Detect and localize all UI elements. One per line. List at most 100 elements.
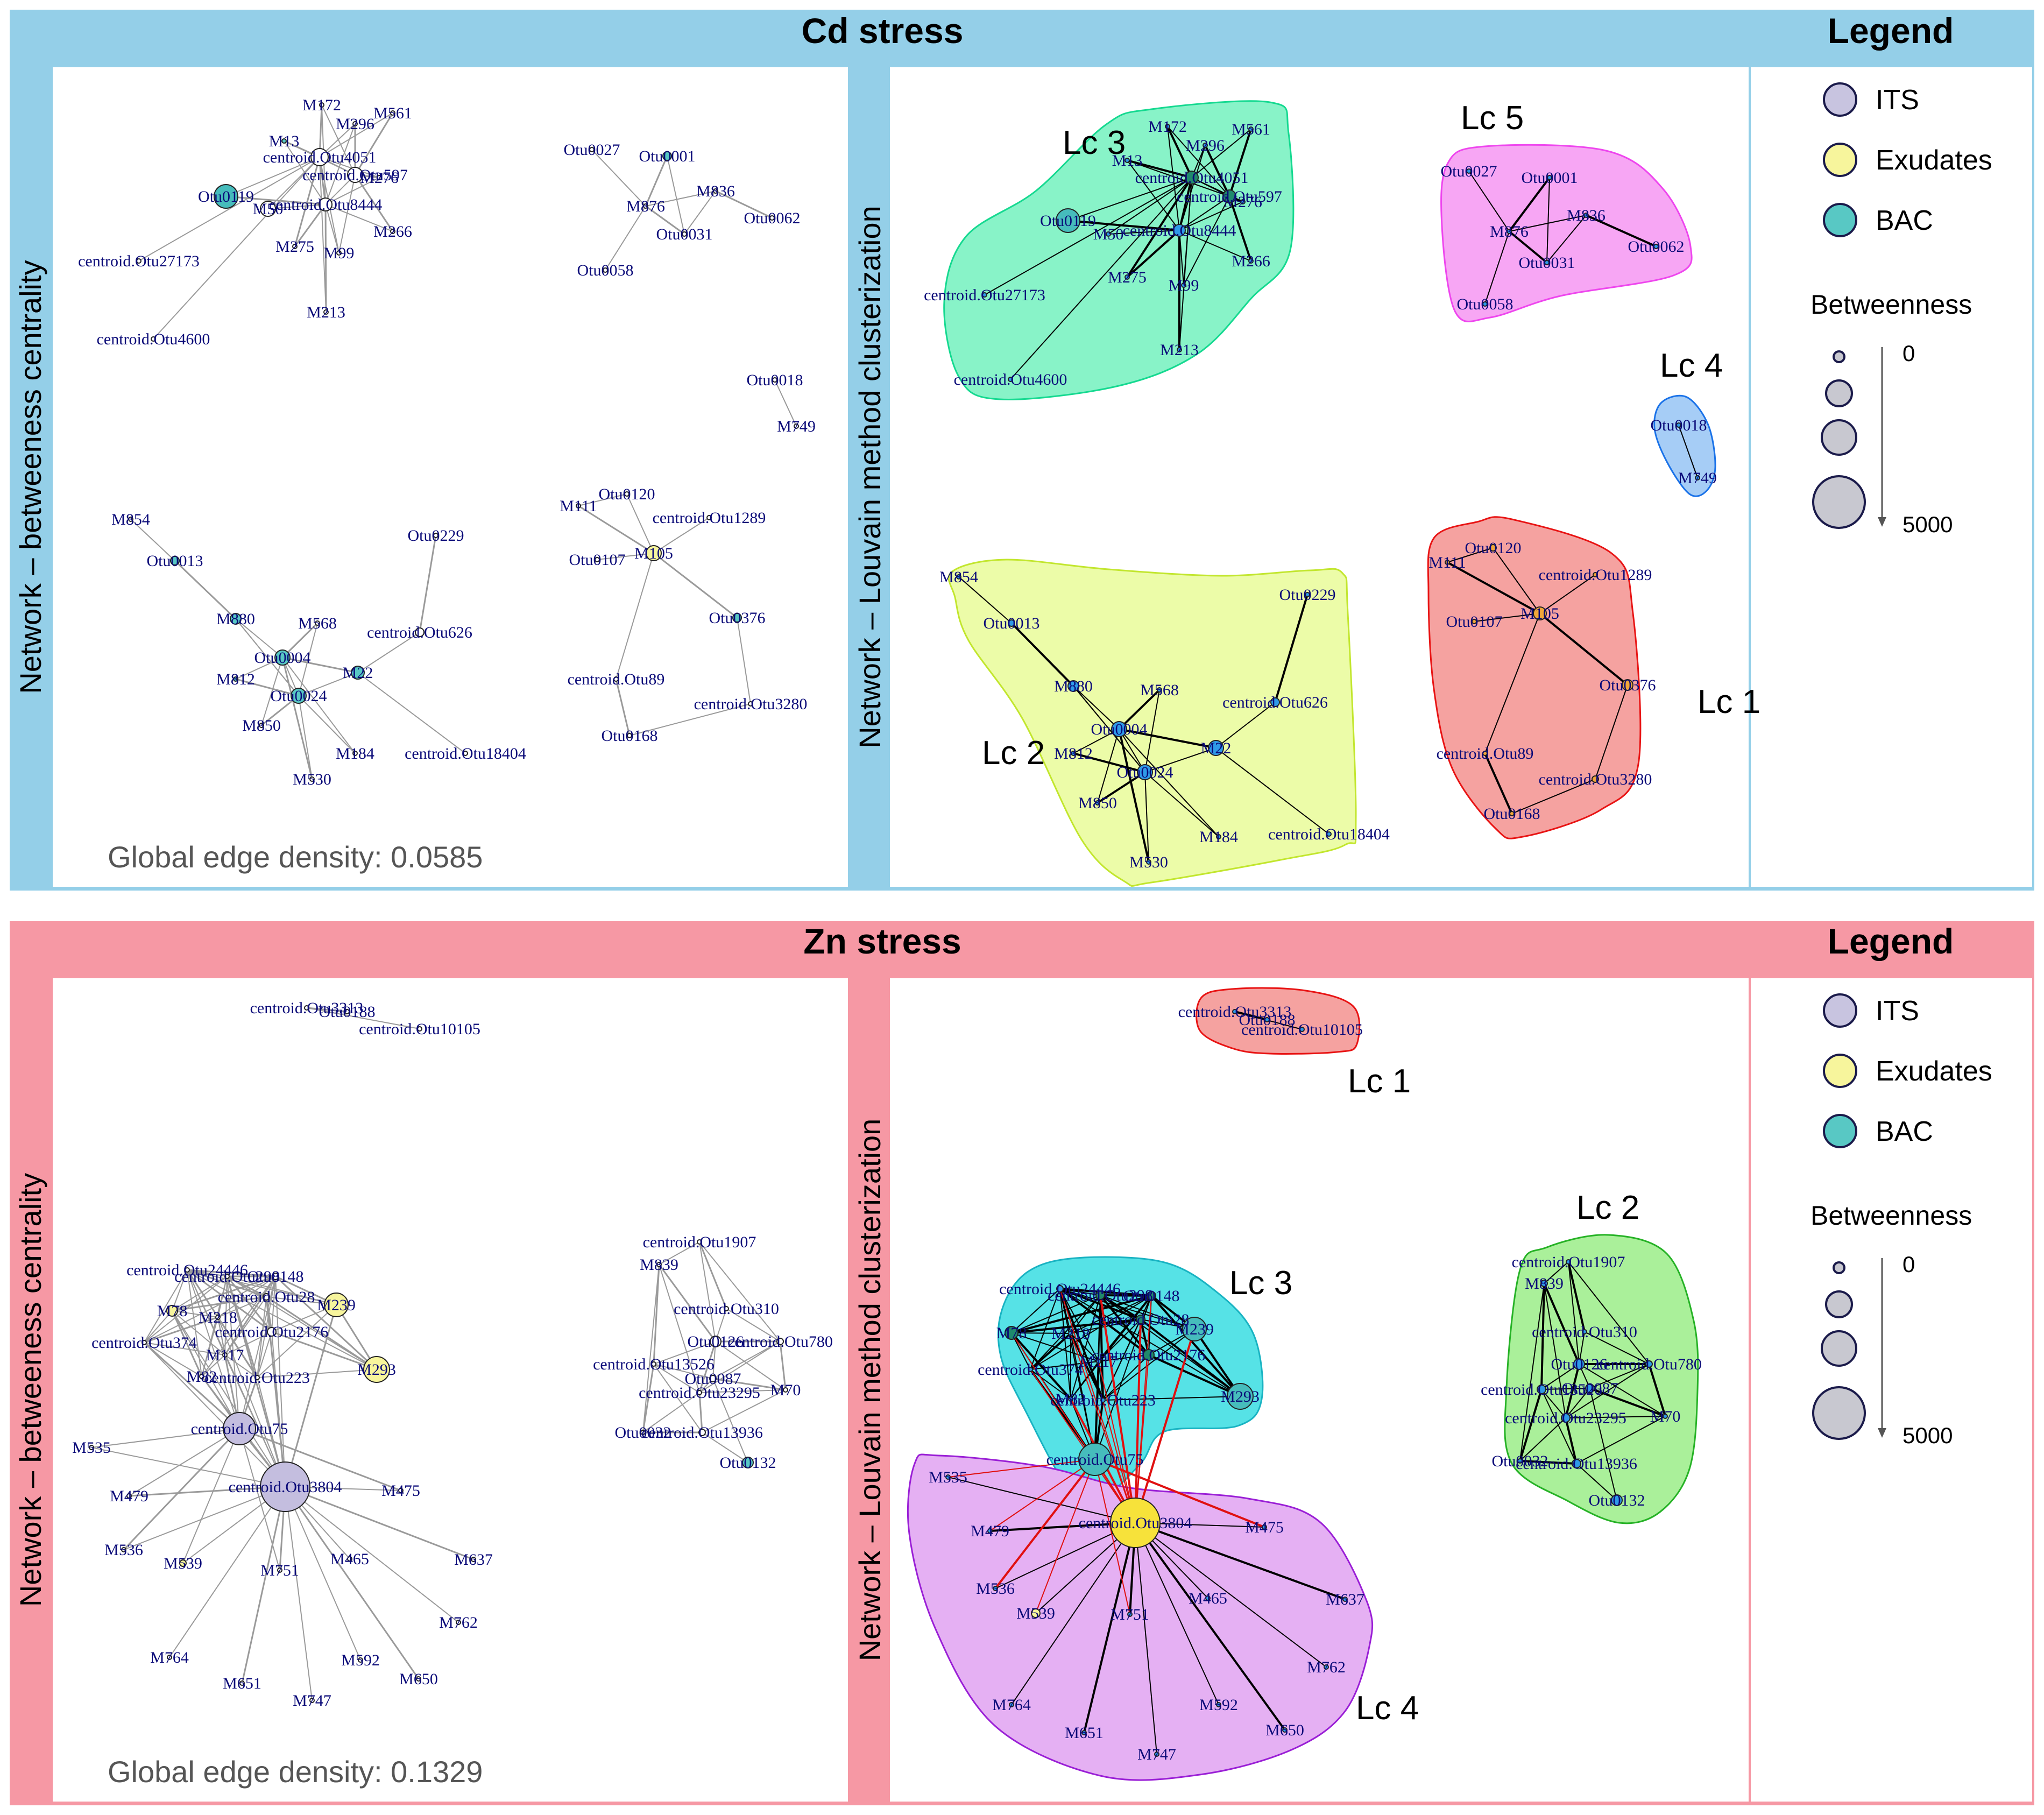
zn-right-edge (1135, 1522, 1219, 1705)
cd-right-edge (1178, 177, 1193, 231)
cd-betweenness-size-3 (1812, 475, 1866, 529)
zn-left-node-label: centroid.Otu13526 (593, 1355, 715, 1373)
zn-right-edge (1135, 1522, 1327, 1668)
cd-right-node-label: centroid.Otu4600 (954, 371, 1067, 389)
zn-left-edge (699, 1389, 786, 1393)
cd-betweenness-arrow (1878, 517, 1886, 527)
zn-left-edge (217, 1317, 286, 1487)
zn-left-plot-area (51, 976, 850, 1804)
cd-left-node-otu0058 (603, 267, 608, 273)
zn-right-node-label: M747 (1137, 1746, 1176, 1763)
cd-right-edge (1073, 686, 1145, 773)
cd-right-node-label: M880 (1054, 677, 1093, 695)
zn-left-node-centroid-otu13526 (651, 1361, 656, 1367)
cd-left-node-m99 (336, 250, 342, 256)
cd-left-node-label: M50 (253, 200, 284, 218)
cd-right-edge (1119, 728, 1217, 749)
zn-right-node-centroid-otu23295 (1561, 1413, 1571, 1423)
zn-right-node-label: centroid.Otu1907 (1512, 1253, 1625, 1271)
cd-left-node-m854 (128, 517, 133, 522)
cd-left-node-otu0229 (433, 533, 438, 538)
cd-right-edge (1508, 230, 1548, 264)
zn-left-edge (187, 1269, 276, 1277)
zn-right-edge (1059, 1288, 1195, 1330)
zn-legend-label-exudates: Exudates (1876, 1056, 1992, 1087)
cd-cluster-hull-lc-2 (947, 559, 1357, 887)
zn-right-node-label: M70 (1650, 1408, 1681, 1425)
cd-left-node-label: M184 (336, 745, 374, 762)
cd-right-node-label: centroid.Otu4051 (1135, 169, 1249, 187)
zn-left-edge (653, 1364, 703, 1433)
zn-right-node-m82 (1068, 1396, 1073, 1402)
zn-right-edge (947, 1459, 1095, 1478)
zn-left-axis-label: Network – betweeness centrality (13, 1173, 47, 1607)
zn-right-node-label: M475 (1245, 1519, 1284, 1536)
zn-right-edge (1135, 1522, 1346, 1600)
cd-left-edge (774, 379, 797, 427)
zn-right-node-label: centroid.Otu75 (1046, 1451, 1144, 1468)
cd-legend-plot-area (1749, 65, 2034, 889)
zn-left-node-label: centroid.Otu28 (218, 1288, 315, 1306)
cd-right-edge (1167, 126, 1180, 231)
zn-left-node-m536 (121, 1547, 126, 1552)
zn-cluster-label-lc-3: Lc 3 (1229, 1265, 1292, 1302)
cd-right-edge (1073, 729, 1120, 754)
zn-left-edge (144, 1342, 225, 1355)
cd-left-node-label: Otu0013 (147, 552, 203, 570)
zn-right-edge (1030, 1361, 1099, 1370)
zn-right-edge (1193, 1328, 1241, 1397)
zn-left-node-m539 (179, 1559, 187, 1567)
cd-right-node-m275 (1124, 274, 1130, 280)
zn-left-node-otu0132 (742, 1457, 754, 1468)
zn-left-node-label: M747 (293, 1692, 331, 1710)
cd-right-node-m880 (1067, 680, 1079, 692)
cd-left-edge (616, 553, 654, 680)
zn-right-edge (994, 1458, 1096, 1590)
zn-right-edge (1059, 1288, 1071, 1400)
zn-right-node-centroid-otu28 (1136, 1315, 1145, 1324)
cd-right-node-label: M213 (1160, 341, 1199, 359)
cd-right-edge (1118, 689, 1161, 730)
cd-right-node-m266 (1248, 258, 1254, 264)
zn-right-node-label: M239 (1175, 1320, 1214, 1338)
zn-betweenness-size-2 (1821, 1330, 1857, 1367)
zn-edge-density: Global edge density: 0.1329 (108, 1755, 483, 1789)
cd-right-node-centroid-otu89 (1482, 751, 1488, 756)
zn-left-node-label: M465 (330, 1550, 369, 1568)
zn-left-node-label: centroid.Otu3804 (229, 1478, 342, 1496)
zn-left-edge (285, 1486, 361, 1661)
cd-right-edge (1183, 196, 1230, 286)
zn-right-edge (1140, 1318, 1241, 1397)
zn-left-node-m747 (309, 1698, 315, 1703)
zn-cluster-hull-lc-1 (1196, 987, 1361, 1055)
cd-right-node-m561 (1248, 126, 1254, 132)
cd-legend-swatch-exudates (1823, 143, 1857, 177)
zn-right-edge (1565, 1416, 1666, 1418)
zn-left-edge (284, 1304, 337, 1487)
cd-left-edge (354, 174, 394, 232)
cd-right-node-centroid-otu597 (1222, 189, 1236, 203)
zn-left-node-otu0126 (710, 1336, 722, 1347)
zn-left-edge (144, 1269, 188, 1343)
legends: ITS Exudates BAC Betweenness 0 5000 ITS Exudate… (1810, 82, 1992, 1448)
zn-left-node-m637 (471, 1557, 476, 1562)
zn-right-edge (1059, 1288, 1136, 1523)
zn-left-node-label: centroid.Otu10105 (359, 1020, 480, 1038)
cd-left-edge (737, 617, 751, 704)
cd-left-edge (298, 695, 313, 780)
zn-left-edge (274, 1275, 378, 1371)
cd-right-node-label: M749 (1678, 469, 1717, 487)
cd-right-node-label: centroid.Otu1289 (1539, 566, 1652, 584)
cd-left-node-label: centroid.Otu1289 (653, 509, 766, 527)
cd-left-edge (667, 156, 685, 235)
cd-right-edge (958, 576, 1012, 624)
zn-right-edge (1102, 1354, 1149, 1401)
zn-left-edge (169, 1486, 286, 1658)
zn-right-edge (1541, 1388, 1590, 1390)
cd-left-edge (653, 517, 710, 554)
zn-left-edge (284, 1486, 420, 1679)
cd-left-edge (357, 632, 420, 673)
cd-left-edge (578, 493, 627, 506)
cd-right-edge (1119, 729, 1219, 837)
cd-cluster-hull-lc-1 (1427, 516, 1642, 839)
